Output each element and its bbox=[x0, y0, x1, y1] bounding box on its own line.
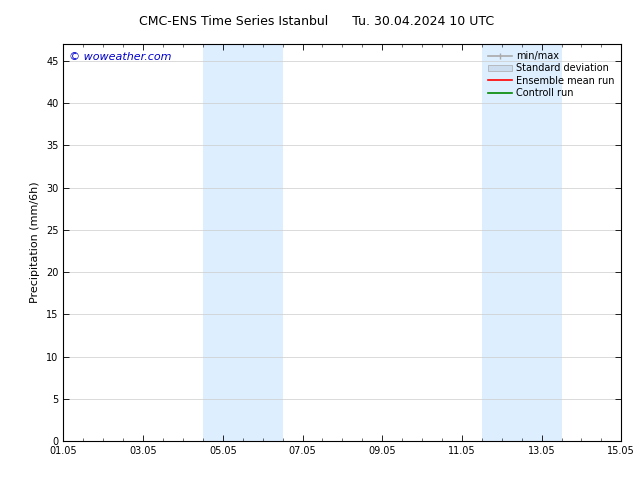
Bar bbox=[482, 44, 562, 441]
Text: © woweather.com: © woweather.com bbox=[69, 52, 171, 62]
Legend: min/max, Standard deviation, Ensemble mean run, Controll run: min/max, Standard deviation, Ensemble me… bbox=[486, 49, 616, 100]
Text: CMC-ENS Time Series Istanbul      Tu. 30.04.2024 10 UTC: CMC-ENS Time Series Istanbul Tu. 30.04.2… bbox=[139, 15, 495, 28]
Bar bbox=[203, 44, 283, 441]
Y-axis label: Precipitation (mm/6h): Precipitation (mm/6h) bbox=[30, 182, 41, 303]
